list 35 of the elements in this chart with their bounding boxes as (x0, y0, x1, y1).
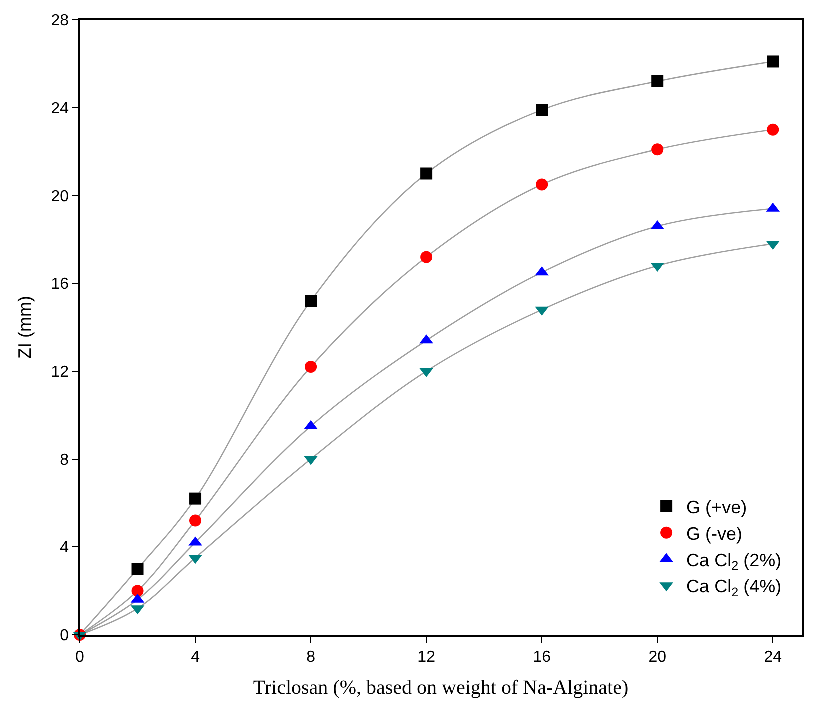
y-tick-label: 12 (51, 364, 70, 382)
point (652, 144, 664, 156)
x-tick-label: 12 (418, 648, 436, 666)
point (305, 295, 318, 308)
point (305, 361, 318, 374)
point (132, 563, 144, 576)
point (767, 124, 780, 136)
point (767, 56, 780, 68)
point (420, 168, 433, 180)
legend-label: Ca Cl$_{2}$ (4%) (686, 576, 782, 600)
y-tick-label: 4 (60, 540, 70, 557)
point (190, 514, 202, 527)
x-tick-label: 0 (76, 648, 85, 666)
x-axis-title: Triclosan (%, based on weight of Na-Alginate) (253, 676, 629, 699)
point (132, 585, 144, 598)
x-tick-label: 16 (533, 648, 552, 666)
y-tick-label: 28 (51, 12, 70, 30)
y-axis-title: ZI (mm) (14, 296, 35, 359)
y-tick-label: 24 (51, 100, 70, 118)
legend-label: G (-ve) (686, 524, 743, 544)
y-tick-label: 20 (51, 188, 70, 206)
legend-label: G (+ve) (686, 497, 748, 518)
point (420, 251, 433, 264)
x-tick-label: 8 (306, 648, 316, 666)
y-tick-label: 16 (51, 276, 70, 294)
point (536, 178, 548, 191)
point (536, 104, 548, 116)
legend-label: Ca Cl$_{2}$ (2%) (686, 550, 782, 574)
point (190, 492, 202, 505)
y-tick-label: 8 (60, 452, 70, 469)
point (652, 76, 664, 88)
x-tick-label: 24 (764, 648, 782, 666)
y-tick-label: 0 (60, 628, 70, 645)
x-tick-label: 4 (191, 648, 200, 666)
x-tick-label: 20 (648, 648, 667, 666)
